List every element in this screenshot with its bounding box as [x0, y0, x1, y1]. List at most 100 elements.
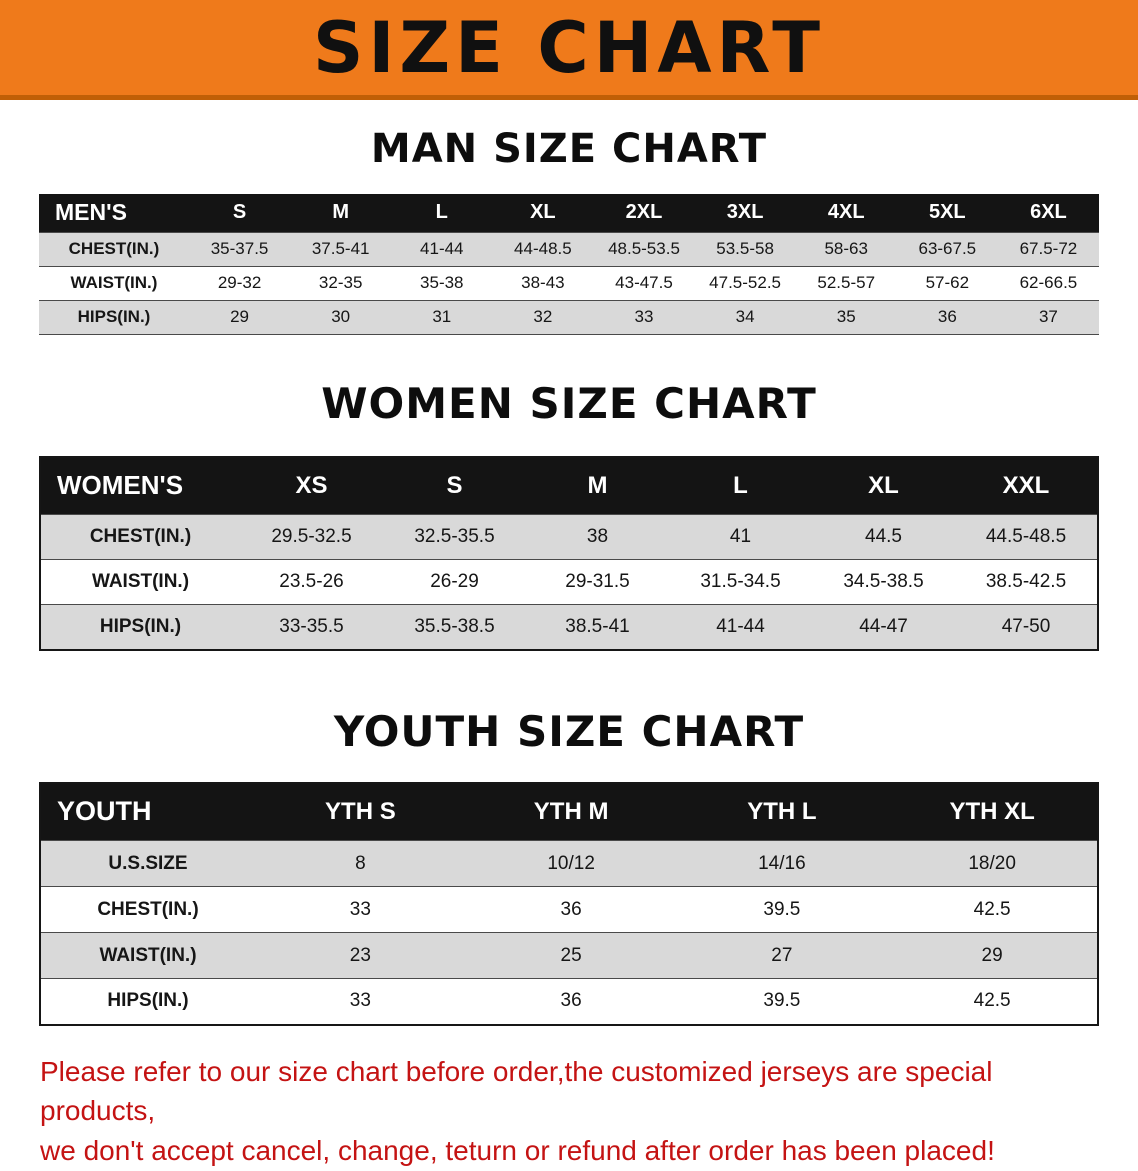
- table-row: CHEST(IN.) 33 36 39.5 42.5: [40, 886, 1098, 933]
- table-cell: 47-50: [1001, 615, 1051, 637]
- table-cell: 42.5: [973, 898, 1011, 920]
- table-header-cell: M: [290, 194, 392, 232]
- table-cell: 34: [735, 307, 755, 326]
- table-header-cell: YTH M: [465, 782, 677, 841]
- table-row: WAIST(IN.) 23 25 27 29: [40, 932, 1098, 979]
- table-header-cell: 2XL: [593, 194, 695, 232]
- table-header-cell: YOUTH: [40, 782, 255, 841]
- row-label: HIPS(IN.): [107, 990, 189, 1012]
- row-label: WAIST(IN.): [70, 273, 158, 292]
- table-header-cell: YTH S: [255, 782, 466, 841]
- table-cell: 38.5-42.5: [985, 571, 1067, 592]
- table-cell: 41-44: [420, 239, 464, 258]
- table-cell: 62-66.5: [1019, 273, 1078, 292]
- table-cell: 29.5-32.5: [271, 526, 352, 547]
- table-cell: 23.5-26: [279, 571, 344, 592]
- row-label: CHEST(IN.): [97, 898, 199, 920]
- men-header-row: MEN'S S M L XL 2XL 3XL 4XL 5XL 6XL: [39, 194, 1099, 232]
- table-header-cell: 3XL: [694, 194, 796, 232]
- table-cell: 36: [937, 307, 957, 326]
- youth-header-row: YOUTH YTH S YTH M YTH L YTH XL: [40, 782, 1098, 841]
- table-cell: 29: [230, 307, 250, 326]
- table-cell: 34.5-38.5: [843, 571, 924, 592]
- table-header-cell: YTH L: [676, 782, 888, 841]
- table-cell: 10/12: [547, 852, 595, 874]
- table-header-cell: S: [189, 194, 291, 232]
- table-cell: 33: [349, 898, 371, 920]
- order-policy-note-line1: Please refer to our size chart before or…: [40, 1055, 993, 1127]
- table-cell: 44.5-48.5: [985, 526, 1067, 547]
- table-cell: 35: [836, 307, 856, 326]
- table-cell: 67.5-72: [1019, 239, 1078, 258]
- table-row: WAIST(IN.) 29-32 32-35 35-38 38-43 43-47…: [39, 266, 1099, 300]
- table-cell: 27: [771, 944, 793, 966]
- table-header-cell: 6XL: [997, 194, 1099, 232]
- table-cell: 23: [349, 944, 371, 966]
- table-cell: 44-48.5: [514, 239, 572, 258]
- table-cell: 26-29: [430, 571, 479, 592]
- row-label: CHEST(IN.): [68, 239, 160, 258]
- women-header-row: WOMEN'S XS S M L XL XXL: [40, 456, 1098, 515]
- table-cell: 18/20: [968, 852, 1016, 874]
- table-cell: 35-38: [420, 273, 464, 292]
- table-cell: 44.5: [865, 526, 902, 547]
- table-header-cell: WOMEN'S: [40, 456, 240, 515]
- table-cell: 33: [349, 990, 371, 1012]
- order-policy-note-line2: we don't accept cancel, change, teturn o…: [40, 1135, 995, 1166]
- table-cell: 31: [432, 307, 452, 326]
- table-row: WAIST(IN.) 23.5-26 26-29 29-31.5 31.5-34…: [40, 559, 1098, 605]
- table-cell: 37: [1038, 307, 1058, 326]
- table-row: HIPS(IN.) 33 36 39.5 42.5: [40, 978, 1098, 1025]
- youth-size-chart-heading: YOUTH SIZE CHART: [333, 706, 805, 756]
- table-cell: 33-35.5: [279, 615, 344, 637]
- table-cell: 47.5-52.5: [709, 273, 782, 292]
- table-cell: 38: [586, 526, 609, 547]
- table-cell: 35.5-38.5: [414, 615, 495, 637]
- table-cell: 30: [331, 307, 351, 326]
- man-size-chart-heading: MAN SIZE CHART: [370, 126, 768, 172]
- table-cell: 31.5-34.5: [700, 571, 781, 592]
- table-header-cell: MEN'S: [39, 194, 189, 232]
- table-cell: 53.5-58: [716, 239, 774, 258]
- row-label: U.S.SIZE: [108, 852, 188, 874]
- table-cell: 43-47.5: [615, 273, 673, 292]
- table-cell: 44-47: [859, 615, 908, 637]
- table-cell: 57-62: [925, 273, 970, 292]
- table-header-cell: 5XL: [896, 194, 998, 232]
- table-cell: 33: [634, 307, 654, 326]
- table-header-cell: YTH XL: [887, 782, 1098, 841]
- table-cell: 35-37.5: [210, 239, 269, 258]
- table-cell: 38-43: [521, 273, 565, 292]
- table-row: CHEST(IN.) 35-37.5 37.5-41 41-44 44-48.5…: [39, 232, 1099, 266]
- table-cell: 32: [533, 307, 553, 326]
- table-header-cell: L: [669, 456, 812, 515]
- table-cell: 58-63: [824, 239, 868, 258]
- size-chart-banner: SIZE CHART: [0, 0, 1138, 100]
- table-header-cell: XL: [492, 194, 594, 232]
- table-cell: 38.5-41: [565, 615, 630, 637]
- size-chart-title: SIZE CHART: [312, 6, 826, 89]
- table-header-cell: XS: [240, 456, 383, 515]
- table-cell: 42.5: [973, 990, 1011, 1012]
- men-size-table: MEN'S S M L XL 2XL 3XL 4XL 5XL 6XL CHEST…: [39, 194, 1099, 335]
- table-header-cell: S: [383, 456, 526, 515]
- table-cell: 39.5: [763, 898, 801, 920]
- table-cell: 37.5-41: [311, 239, 370, 258]
- table-cell: 32.5-35.5: [414, 526, 495, 547]
- table-header-cell: M: [526, 456, 669, 515]
- order-policy-note: Please refer to our size chart before or…: [40, 1052, 1110, 1171]
- table-cell: 36: [560, 898, 582, 920]
- table-row: CHEST(IN.) 29.5-32.5 32.5-35.5 38 41 44.…: [40, 514, 1098, 560]
- table-cell: 41: [729, 526, 752, 547]
- table-header-cell: XL: [812, 456, 955, 515]
- table-row: U.S.SIZE 8 10/12 14/16 18/20: [40, 840, 1098, 887]
- table-cell: 36: [560, 990, 582, 1012]
- row-label: HIPS(IN.): [99, 615, 182, 637]
- table-cell: 63-67.5: [918, 239, 977, 258]
- table-header-cell: 4XL: [795, 194, 897, 232]
- youth-size-table: YOUTH YTH S YTH M YTH L YTH XL U.S.SIZE …: [39, 781, 1099, 1026]
- row-label: WAIST(IN.): [91, 571, 190, 592]
- table-row: HIPS(IN.) 33-35.5 35.5-38.5 38.5-41 41-4…: [40, 604, 1098, 650]
- table-cell: 48.5-53.5: [608, 239, 680, 258]
- table-cell: 39.5: [763, 990, 801, 1012]
